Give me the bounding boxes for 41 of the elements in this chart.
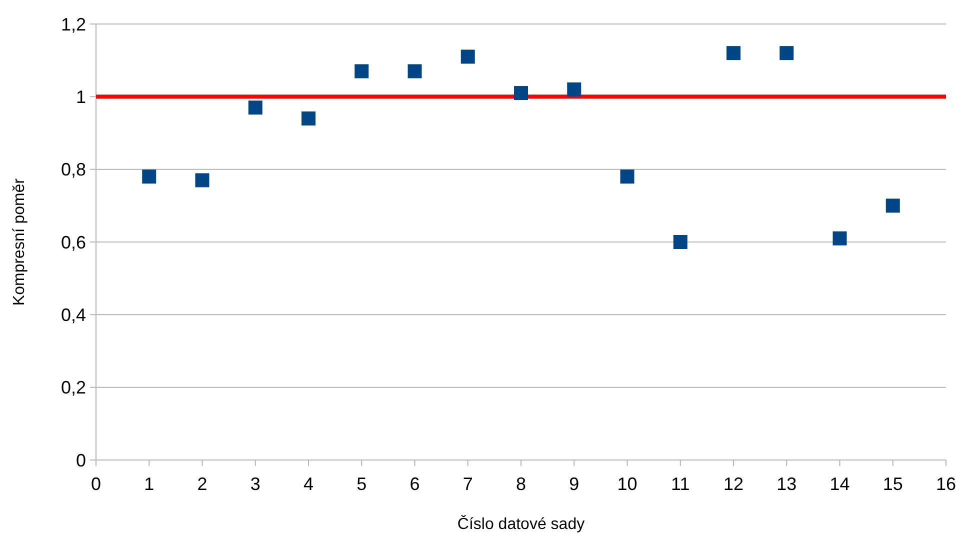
x-tick-label: 16 — [936, 474, 956, 494]
y-axis-title: Kompresní poměr — [11, 178, 28, 306]
y-tick-label: 1 — [76, 86, 86, 107]
point — [195, 173, 210, 188]
point — [142, 170, 156, 184]
x-tick-label: 15 — [882, 474, 903, 494]
point — [302, 111, 316, 126]
y-tick-label: 0 — [76, 450, 86, 470]
point — [567, 82, 582, 96]
point — [832, 231, 847, 246]
y-tick-label: 0,4 — [60, 304, 86, 325]
x-tick-label: 1 — [144, 474, 154, 494]
x-tick-label: 8 — [516, 474, 526, 494]
y-tick-label: 1,2 — [60, 14, 86, 34]
point — [408, 64, 422, 78]
x-tick-label: 9 — [569, 474, 580, 494]
point — [460, 50, 475, 64]
x-axis-title: Číslo datové sady — [457, 515, 585, 533]
point — [886, 198, 900, 213]
x-tick-label: 7 — [462, 474, 473, 494]
point — [673, 235, 688, 249]
x-tick-label: 12 — [723, 474, 744, 494]
x-tick-label: 6 — [410, 474, 420, 494]
y-tick-label: 0,6 — [60, 232, 86, 252]
point — [514, 86, 528, 100]
x-tick-label: 5 — [356, 474, 367, 494]
x-tick-label: 13 — [776, 474, 797, 494]
x-tick-label: 11 — [671, 474, 690, 494]
x-tick-label: 4 — [303, 474, 314, 494]
x-tick-label: 0 — [90, 474, 102, 494]
x-tick-label: 3 — [250, 474, 260, 494]
x-tick-label: 14 — [830, 474, 850, 494]
point — [248, 100, 262, 115]
y-tick-label: 0,2 — [60, 378, 86, 398]
point — [620, 170, 634, 184]
point — [726, 46, 740, 60]
y-tick-label: 0,8 — [60, 160, 86, 180]
point — [354, 64, 369, 78]
x-tick-label: 2 — [197, 474, 208, 494]
x-tick-label: 10 — [617, 474, 638, 494]
point — [780, 46, 794, 60]
